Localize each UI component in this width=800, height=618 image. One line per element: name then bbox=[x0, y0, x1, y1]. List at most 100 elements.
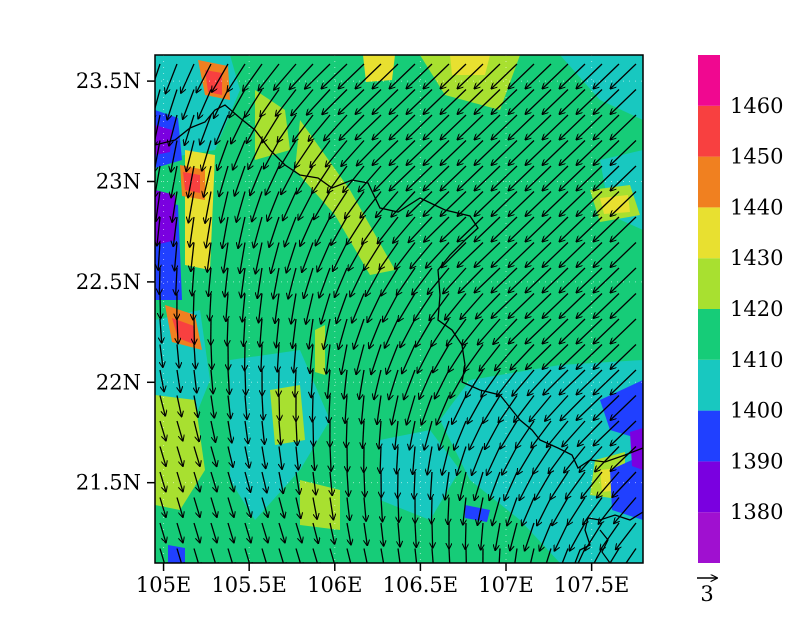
wind-arrow bbox=[427, 446, 433, 475]
colorbar-label: 1450 bbox=[730, 145, 783, 169]
wind-arrow bbox=[215, 114, 229, 144]
wind-arrow bbox=[391, 191, 416, 217]
wind-arrow bbox=[610, 242, 637, 268]
wind-arrow bbox=[169, 114, 178, 146]
wind-arrow bbox=[343, 165, 365, 192]
wind-arrow bbox=[346, 522, 351, 545]
wind-arrow bbox=[188, 191, 195, 223]
wind-arrow bbox=[464, 344, 484, 372]
wind-arrow bbox=[192, 267, 194, 296]
wind-arrow bbox=[525, 293, 552, 319]
wind-arrow bbox=[171, 165, 178, 198]
wind-arrow bbox=[566, 471, 586, 499]
wind-arrow bbox=[525, 267, 552, 293]
wind-arrow bbox=[593, 140, 620, 166]
wind-arrow bbox=[262, 395, 263, 420]
y-tick-label: 23N bbox=[96, 169, 141, 193]
wind-arrow bbox=[559, 318, 586, 344]
wind-arrow bbox=[576, 89, 603, 115]
wind-arrow bbox=[319, 267, 331, 298]
wind-arrow bbox=[202, 140, 212, 172]
wind-arrow bbox=[415, 318, 433, 347]
field-region-1390 bbox=[610, 455, 643, 520]
wind-arrow bbox=[227, 548, 234, 563]
wind-arrow bbox=[219, 165, 229, 197]
border-line-north bbox=[155, 104, 643, 469]
wind-arrow bbox=[385, 318, 399, 348]
wind-arrow bbox=[194, 344, 196, 369]
wind-arrow bbox=[458, 267, 484, 293]
wind-arrow bbox=[440, 140, 467, 166]
wind-arrow bbox=[406, 114, 433, 140]
wind-arrow bbox=[261, 497, 268, 518]
wind-arrow bbox=[508, 63, 535, 89]
wind-arrow bbox=[491, 293, 518, 319]
colorbar-segment bbox=[698, 512, 720, 563]
wind-arrow bbox=[254, 216, 263, 248]
plot-frame bbox=[154, 54, 644, 564]
wind-arrow bbox=[245, 420, 248, 444]
wind-arrow bbox=[485, 420, 501, 449]
wind-arrow bbox=[269, 216, 280, 247]
wind-arrow bbox=[389, 165, 416, 191]
wind-arrow bbox=[440, 63, 467, 89]
wind-arrow bbox=[363, 548, 368, 563]
wind-arrow bbox=[542, 165, 569, 191]
wind-arrow bbox=[610, 114, 637, 140]
wind-arrow bbox=[439, 420, 450, 450]
wind-arrow bbox=[276, 318, 279, 348]
wind-arrow bbox=[559, 344, 586, 370]
wind-arrow bbox=[326, 140, 348, 167]
wind-arrow bbox=[259, 293, 263, 323]
wind-arrow bbox=[414, 293, 433, 321]
wind-arrow bbox=[533, 446, 552, 474]
wind-arrow bbox=[398, 497, 399, 523]
wind-arrow bbox=[295, 548, 302, 563]
wind-arrow bbox=[279, 395, 280, 421]
wind-arrow bbox=[576, 242, 603, 268]
wind-arrow bbox=[576, 63, 603, 89]
wind-arrow bbox=[474, 165, 501, 191]
wind-arrow bbox=[474, 216, 501, 242]
wind-arrow bbox=[310, 344, 313, 374]
wind-arrow bbox=[432, 522, 433, 548]
wind-arrow bbox=[306, 293, 314, 325]
wind-arrow bbox=[491, 140, 518, 166]
wind-arrow bbox=[481, 522, 483, 550]
wind-arrow bbox=[286, 242, 297, 273]
wind-arrow bbox=[244, 471, 251, 492]
wind-arrow bbox=[487, 446, 501, 476]
wind-arrow bbox=[448, 497, 449, 525]
wind-arrow bbox=[525, 114, 552, 140]
wind-arrow bbox=[281, 165, 297, 194]
wind-arrow bbox=[227, 446, 233, 468]
wind-arrow bbox=[346, 548, 352, 563]
wind-arrow bbox=[610, 191, 637, 217]
wind-arrow bbox=[457, 242, 484, 268]
wind-arrow bbox=[279, 420, 281, 445]
wind-arrow bbox=[257, 267, 263, 298]
wind-arrow bbox=[474, 114, 501, 140]
wind-arrow bbox=[212, 63, 229, 92]
wind-arrow bbox=[395, 242, 416, 270]
wind-arrow bbox=[431, 318, 450, 346]
field-region-1420 bbox=[270, 385, 305, 445]
wind-arrow bbox=[330, 471, 332, 496]
wind-arrow bbox=[474, 191, 501, 217]
wind-arrow bbox=[396, 446, 398, 474]
colorbar-label: 1430 bbox=[730, 246, 783, 270]
wind-arrow bbox=[312, 165, 331, 193]
wind-arrow bbox=[610, 165, 637, 191]
wind-arrow bbox=[176, 395, 182, 417]
wind-arrow bbox=[159, 497, 166, 518]
wind-arrow bbox=[241, 267, 246, 298]
wind-arrow bbox=[593, 63, 620, 89]
x-tick-label: 106E bbox=[307, 573, 362, 597]
wind-arrow bbox=[448, 548, 451, 563]
wind-arrow bbox=[491, 216, 518, 242]
wind-arrow bbox=[610, 140, 637, 166]
wind-arrow bbox=[243, 318, 245, 346]
wind-arrow bbox=[312, 548, 319, 563]
wind-arrow bbox=[593, 267, 620, 293]
wind-arrow bbox=[229, 89, 246, 118]
